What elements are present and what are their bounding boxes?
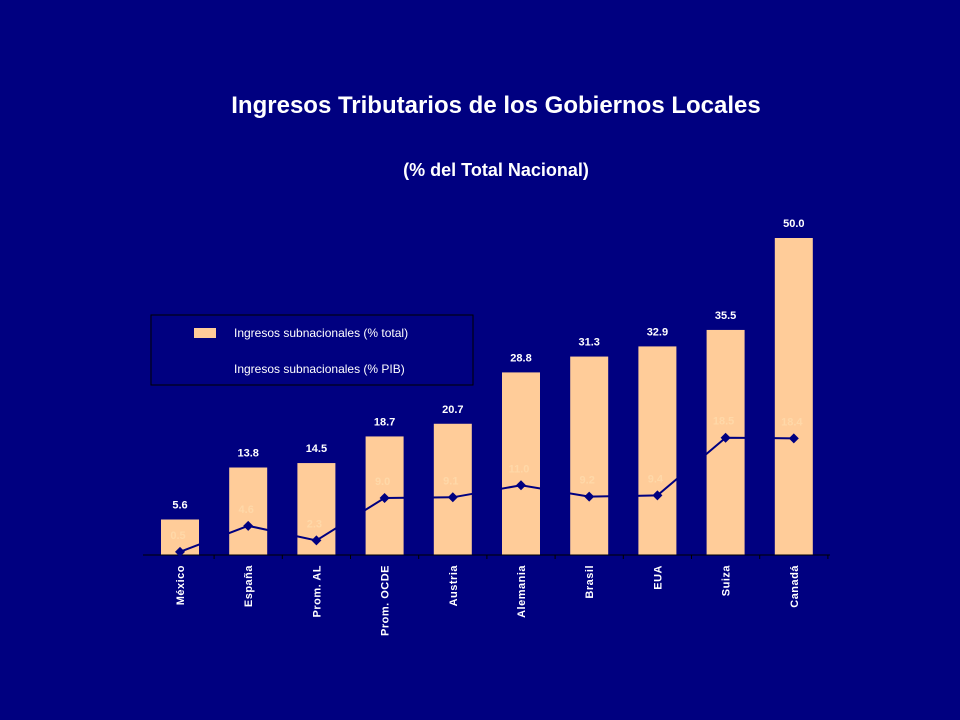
pib-line-layer (175, 432, 799, 557)
chart-subtitle: (% del Total Nacional) (403, 160, 589, 180)
pib-marker (584, 491, 595, 502)
bar-value-label: 14.5 (306, 443, 327, 455)
category-label: Suiza (721, 565, 733, 597)
bar-value-label: 32.9 (647, 326, 668, 338)
bar (570, 356, 609, 555)
chart-title: Ingresos Tributarios de los Gobiernos Lo… (231, 92, 761, 119)
category-label: México (175, 565, 187, 605)
bar-value-label: 50.0 (783, 218, 804, 230)
legend-bar-label: Ingresos subnacionales (% total) (234, 326, 408, 340)
pib-value-label: 9.4 (648, 473, 664, 485)
pib-value-label: 9.0 (375, 476, 390, 488)
pib-marker (243, 520, 254, 531)
legend-box (150, 314, 474, 386)
category-label: Prom. AL (311, 565, 323, 618)
pib-value-label: 18.5 (713, 416, 734, 428)
pib-value-label: 9.2 (580, 475, 595, 487)
pib-marker (652, 490, 663, 501)
pib-marker (379, 492, 390, 503)
pib-value-label: 0.5 (170, 530, 185, 542)
bar (229, 467, 268, 555)
pib-value-label: 18.4 (781, 416, 803, 428)
pib-value-label: 4.6 (239, 504, 254, 516)
bar-value-label: 20.7 (442, 404, 463, 416)
bar (433, 423, 472, 555)
bar-value-label: 35.5 (715, 310, 736, 322)
category-label: Canadá (789, 565, 801, 608)
category-label: EUA (652, 565, 664, 590)
pib-marker (788, 433, 799, 444)
pib-value-label: 2.3 (307, 518, 322, 530)
category-label: Brasil (584, 565, 596, 599)
bar-value-label: 31.3 (578, 337, 599, 349)
legend-bar-swatch (194, 328, 216, 338)
bars-layer (161, 238, 829, 559)
pib-value-label: 11.0 (509, 463, 530, 475)
bar (638, 346, 677, 555)
pib-marker (175, 546, 185, 557)
pib-marker (720, 432, 731, 443)
bar-value-label: 18.7 (374, 416, 395, 428)
category-label: España (243, 565, 255, 608)
bar (774, 238, 813, 555)
bar-value-label: 28.8 (510, 352, 531, 364)
bar-value-label: 5.6 (172, 499, 187, 511)
pib-line (179, 436, 794, 553)
legend-line-label: Ingresos subnacionales (% PIB) (234, 362, 405, 376)
category-label: Alemania (516, 565, 528, 618)
category-label: Austria (448, 565, 460, 607)
pib-value-label: 9.1 (443, 475, 458, 487)
legend: Ingresos subnacionales (% total) Ingreso… (150, 314, 474, 386)
bar-value-label: 13.8 (237, 448, 258, 460)
bar (502, 372, 540, 555)
pib-marker (516, 480, 526, 491)
labels-layer: 5.6 México 13.8 España 14.5 Prom. AL 18.7 Prom.… (170, 218, 804, 636)
category-label: Prom. OCDE (380, 565, 392, 636)
pib-marker (311, 535, 322, 546)
pib-marker (447, 492, 458, 503)
